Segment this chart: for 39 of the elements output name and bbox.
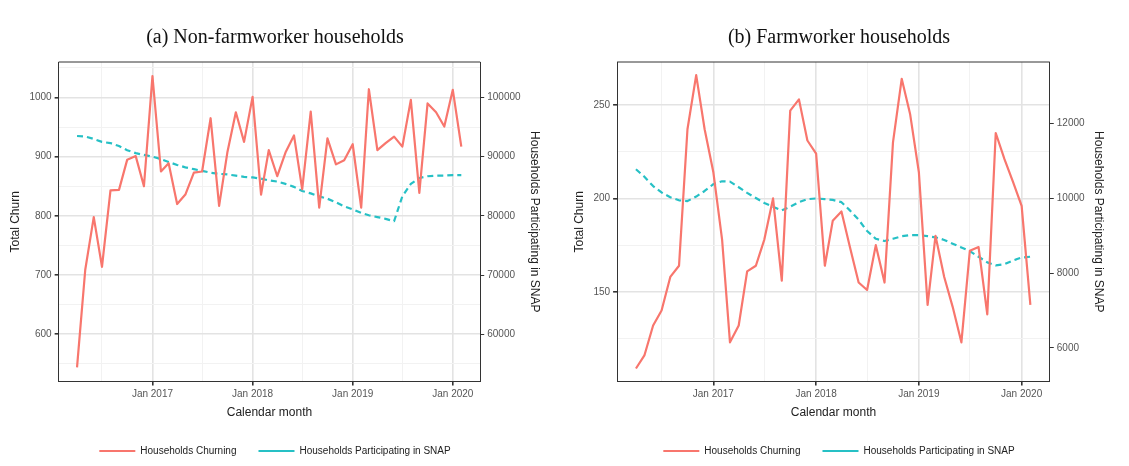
y2-tick-label: 10000 <box>1056 192 1086 204</box>
y2-tick-label: 70000 <box>487 268 516 280</box>
legend-label: Households Participating in SNAP <box>299 444 452 456</box>
x-axis-title: Calendar month <box>226 405 313 420</box>
y-tick-label: 900 <box>34 150 53 162</box>
line-series <box>634 168 1032 267</box>
legend-label: Households Participating in SNAP <box>863 444 1016 456</box>
x-tick-label: Jan 2020 <box>1001 388 1043 400</box>
x-axis-title: Calendar month <box>790 405 877 420</box>
x-tick-label: Jan 2019 <box>898 388 940 400</box>
y-tick-label: 600 <box>34 328 53 339</box>
y2-tick-label: 6000 <box>1056 341 1080 353</box>
chart-title: (a) Non-farmworker households <box>146 25 405 49</box>
y2-tick-label: 8000 <box>1056 266 1080 278</box>
y-tick-label: 700 <box>34 268 53 280</box>
x-tick-label: Jan 2018 <box>795 388 838 400</box>
y2-tick-label: 80000 <box>487 209 516 221</box>
x-tick-label: Jan 2020 <box>432 388 474 400</box>
legend-label: Households Churning <box>704 444 801 456</box>
y-tick-label: 1000 <box>29 91 53 103</box>
y2-tick-label: 100000 <box>487 91 522 103</box>
y-axis-title: Total Churn <box>571 191 586 253</box>
y-tick-label: 250 <box>593 98 611 110</box>
line-series <box>75 134 463 223</box>
x-tick-label: Jan 2017 <box>692 388 735 400</box>
y2-tick-label: 12000 <box>1056 117 1086 129</box>
y-tick-label: 800 <box>34 209 53 221</box>
y2-tick-label: 90000 <box>487 150 516 162</box>
y2-tick-label: 60000 <box>487 328 516 339</box>
y2-axis-title: Households Participating in SNAP <box>528 131 543 313</box>
chart-title: (b) Farmworker households <box>727 25 951 49</box>
x-tick-label: Jan 2019 <box>332 388 374 400</box>
y-axis-title: Total Churn <box>7 191 22 253</box>
y-tick-label: 200 <box>593 192 611 204</box>
legend-label: Households Churning <box>140 444 237 456</box>
x-tick-label: Jan 2018 <box>231 388 274 400</box>
x-tick-label: Jan 2017 <box>131 388 174 400</box>
y-tick-label: 150 <box>593 285 611 297</box>
y2-axis-title: Households Participating in SNAP <box>1092 131 1107 313</box>
